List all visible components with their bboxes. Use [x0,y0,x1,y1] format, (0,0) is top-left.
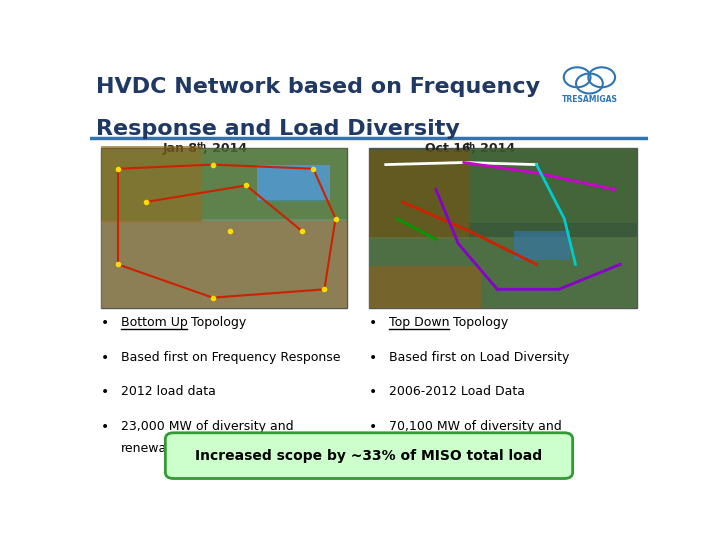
Text: , 2014: , 2014 [471,141,516,155]
Text: •: • [369,420,377,434]
FancyBboxPatch shape [369,238,637,308]
Text: renewables: renewables [121,442,192,455]
Text: 2006-2012 Load Data: 2006-2012 Load Data [389,386,525,399]
FancyBboxPatch shape [202,148,347,219]
FancyBboxPatch shape [514,231,570,260]
FancyBboxPatch shape [369,150,469,239]
FancyBboxPatch shape [258,165,324,202]
Text: •: • [101,351,109,365]
Text: Topology: Topology [449,316,508,329]
Text: th: th [197,141,207,151]
Text: Oct 16: Oct 16 [425,141,470,155]
Text: Bottom Up: Bottom Up [121,316,187,329]
Text: •: • [369,386,377,400]
Text: •: • [101,316,109,330]
FancyBboxPatch shape [369,266,481,308]
Text: Top Down: Top Down [389,316,449,329]
FancyBboxPatch shape [258,165,330,200]
FancyBboxPatch shape [469,148,637,223]
Text: •: • [369,316,377,330]
Text: Jan 8: Jan 8 [163,141,197,155]
Text: 70,100 MW of diversity and: 70,100 MW of diversity and [389,420,562,433]
FancyBboxPatch shape [101,146,202,223]
FancyBboxPatch shape [101,148,347,308]
FancyBboxPatch shape [369,148,637,308]
Text: TRESAMIGAS: TRESAMIGAS [562,95,617,104]
FancyBboxPatch shape [101,221,347,308]
Text: •: • [101,386,109,400]
Text: Based first on Frequency Response: Based first on Frequency Response [121,351,340,364]
Text: HVDC Network based on Frequency: HVDC Network based on Frequency [96,77,540,97]
Text: , 2014: , 2014 [203,141,247,155]
Text: 2012 load data: 2012 load data [121,386,215,399]
Text: Topology: Topology [187,316,247,329]
Text: 23,000 MW of diversity and: 23,000 MW of diversity and [121,420,293,433]
FancyBboxPatch shape [166,433,572,478]
Text: •: • [101,420,109,434]
Text: Increased scope by ~33% of MISO total load: Increased scope by ~33% of MISO total lo… [195,449,543,463]
Text: Based first on Load Diversity: Based first on Load Diversity [389,351,569,364]
Text: renewables: renewables [389,442,460,455]
Text: Response and Load Diversity: Response and Load Diversity [96,119,459,139]
Text: th: th [466,141,476,151]
Text: •: • [369,351,377,365]
